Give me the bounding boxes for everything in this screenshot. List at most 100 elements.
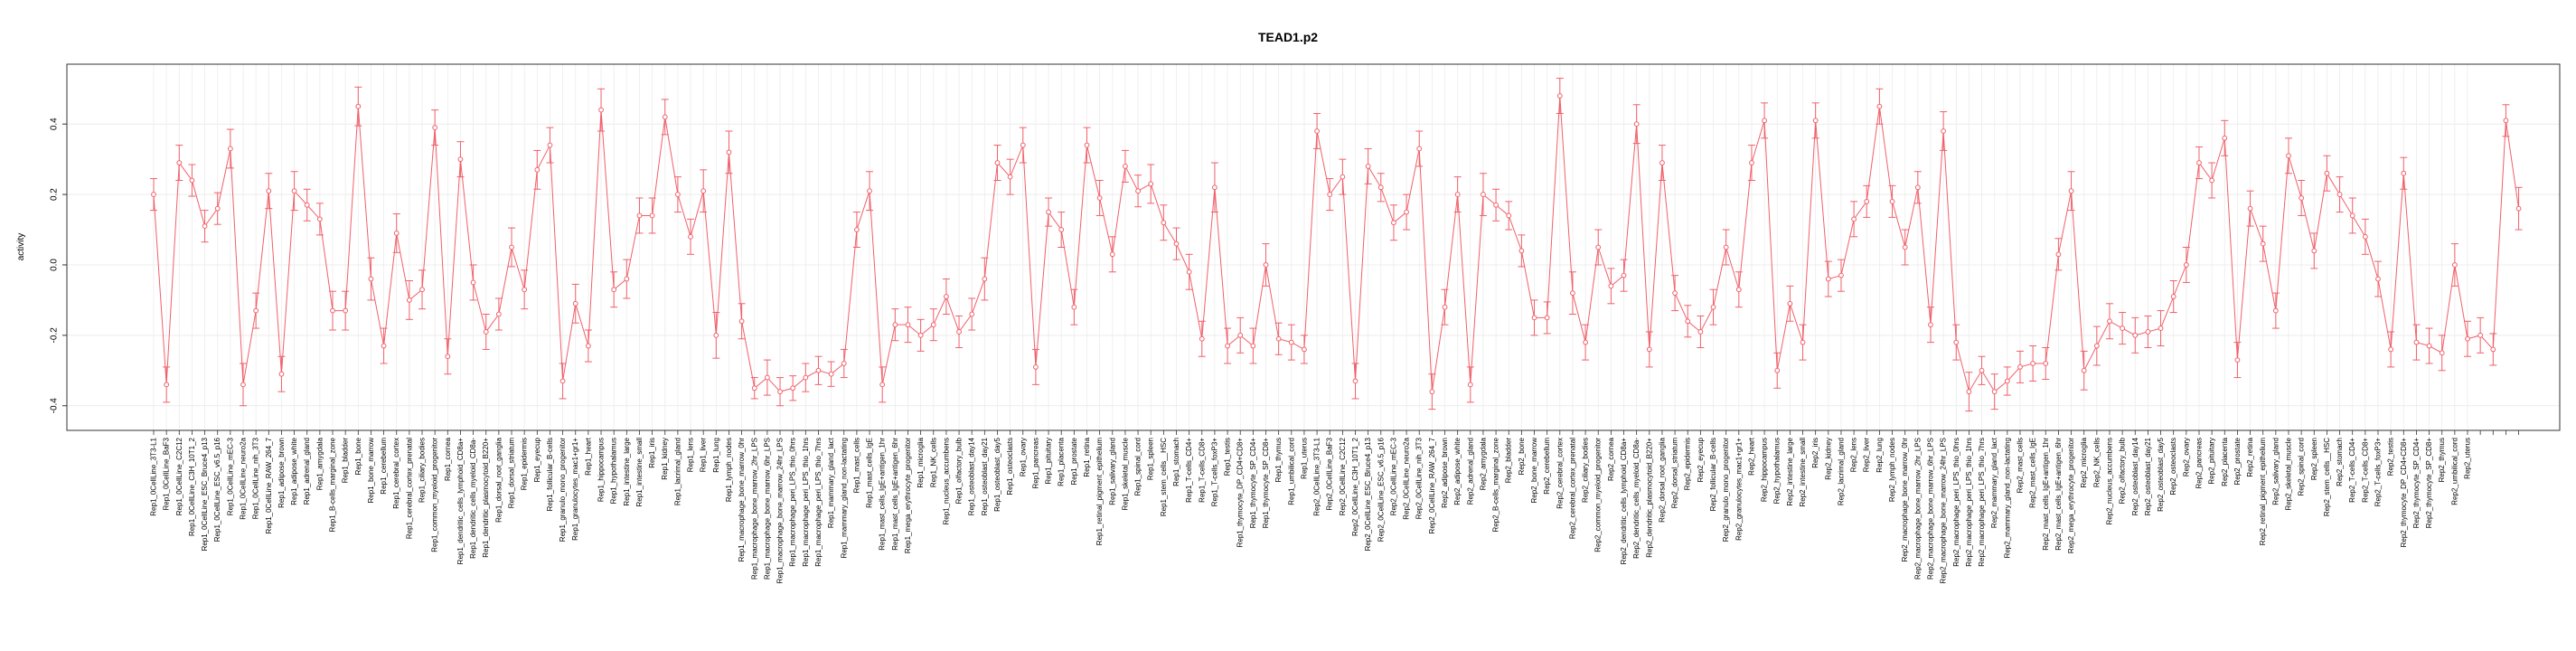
x-tick-label: Rep1_0CellLine_3T3-L1 bbox=[150, 437, 158, 515]
data-point bbox=[1966, 389, 1972, 395]
data-point bbox=[956, 329, 962, 335]
data-point bbox=[1762, 118, 1767, 124]
x-tick-label: Rep1_hippocampus bbox=[597, 438, 606, 502]
data-point bbox=[495, 311, 502, 317]
data-point bbox=[2362, 233, 2368, 240]
data-point bbox=[1825, 276, 1831, 282]
data-point bbox=[2055, 251, 2062, 258]
x-tick-label: Rep2_T-cells_foxP3+ bbox=[2374, 438, 2382, 507]
data-point bbox=[1749, 160, 1754, 165]
x-tick-label: Rep1_uterus bbox=[1300, 438, 1308, 479]
y-tick-label: 0.0 bbox=[50, 259, 60, 271]
data-point bbox=[1340, 174, 1346, 180]
x-tick-label: Rep1_dorsal_striatum bbox=[508, 438, 516, 509]
data-point bbox=[266, 188, 272, 194]
x-tick-label: Rep1_spinal_cord bbox=[1134, 438, 1142, 496]
x-tick-label: Rep2_thymocyte_SP_CD4+ bbox=[2412, 438, 2421, 529]
x-tick-label: Rep1_0CellLine_BaF3 bbox=[163, 437, 171, 510]
data-point bbox=[534, 166, 541, 173]
data-point bbox=[1404, 209, 1409, 215]
x-tick-label: Rep2_stem_cells__HSC bbox=[2323, 438, 2331, 516]
x-tick-label: Rep1_0CellLine_C2C12 bbox=[175, 437, 183, 515]
x-tick-label: Rep1_dendritic_plasmocytoid_B220+ bbox=[482, 438, 490, 558]
x-tick-label: Rep1_bone_marrow bbox=[367, 438, 375, 504]
x-tick-label: Rep2_ovary bbox=[2182, 438, 2190, 476]
data-point bbox=[1084, 142, 1090, 148]
data-point bbox=[1800, 339, 1806, 345]
x-tick-label: Rep1_hypothalamus bbox=[610, 438, 618, 504]
x-tick-label: Rep2_eyecup bbox=[1697, 437, 1705, 482]
x-tick-label: Rep2_0CellLine_3T3-L1 bbox=[1313, 437, 1321, 515]
data-point bbox=[1327, 192, 1333, 197]
x-tick-label: Rep1_macrophage_peri_LPS_thio_0hrs bbox=[789, 438, 797, 567]
x-tick-label: Rep2_olfactory_bulb bbox=[2119, 437, 2127, 504]
data-point bbox=[1148, 181, 1154, 187]
x-tick-label: Rep1_kidney bbox=[661, 438, 669, 480]
x-tick-label: Rep1_adipose_brown bbox=[277, 438, 286, 508]
data-point bbox=[2030, 361, 2036, 366]
axes: -0.4 -0.2 0.0 0.2 0.4 Rep1_0CellLine_3T3-L1 Re… bbox=[50, 118, 2519, 583]
x-tick-label: Rep2_retinal_pigment_epithelium bbox=[2259, 438, 2267, 546]
data-point bbox=[1928, 322, 1933, 328]
x-tick-label: Rep1_stomach bbox=[1172, 438, 1180, 486]
data-point bbox=[291, 188, 297, 194]
data-point bbox=[1058, 227, 1065, 232]
data-point bbox=[1851, 216, 1857, 222]
data-point bbox=[1225, 343, 1230, 349]
data-point bbox=[278, 371, 285, 377]
data-point bbox=[1263, 262, 1269, 268]
x-tick-label: Rep1_thymus bbox=[1274, 438, 1283, 482]
data-point bbox=[1467, 382, 1473, 388]
data-point bbox=[1237, 332, 1244, 338]
data-point bbox=[1096, 195, 1103, 201]
data-point bbox=[1302, 346, 1307, 353]
data-point bbox=[790, 385, 796, 392]
x-tick-label: Rep1_cerebral_cortex bbox=[392, 438, 400, 509]
x-tick-label: Rep2_thymus bbox=[2438, 438, 2446, 482]
x-tick-label: Rep2_microglia bbox=[2080, 437, 2088, 487]
x-tick-label: Rep1_0CellLine_ESC_v6.5_p16 bbox=[213, 437, 221, 542]
x-tick-label: Rep2_iris bbox=[1811, 438, 1819, 468]
x-tick-label: Rep2_lymph_nodes bbox=[1888, 438, 1896, 502]
x-tick-label: Rep1_macrophage_bone_marrow_0hr bbox=[738, 438, 746, 562]
data-point bbox=[381, 343, 387, 349]
x-tick-label: Rep2_placenta bbox=[2221, 437, 2229, 486]
x-tick-label: Rep2_osteoblast_day14 bbox=[2131, 437, 2139, 515]
x-tick-label: Rep2_osteoblast_day21 bbox=[2144, 437, 2152, 515]
x-tick-label: Rep2_ciliary_bodies bbox=[1582, 438, 1590, 503]
x-tick-label: Rep1_macrophage_bone_marrow_24hr_LPS bbox=[776, 438, 785, 583]
data-point bbox=[1570, 290, 1575, 297]
x-tick-label: Rep1_mast_cells_IgE+antigen_1hr bbox=[879, 438, 887, 551]
series-tead1-p2 bbox=[150, 78, 2523, 412]
x-tick-label: Rep1_adipose_white bbox=[290, 437, 298, 505]
x-tick-label: Rep1_cerebellum bbox=[380, 438, 388, 495]
data-point bbox=[1506, 212, 1512, 219]
data-point bbox=[1595, 244, 1602, 250]
data-point bbox=[2272, 307, 2279, 314]
data-point bbox=[1481, 192, 1486, 197]
data-point bbox=[1199, 335, 1205, 342]
data-point bbox=[777, 389, 783, 395]
data-point bbox=[1161, 220, 1167, 226]
x-tick-label: Rep2_dendritic_cells_myeloid_CD8a- bbox=[1632, 438, 1641, 559]
data-point bbox=[2413, 339, 2420, 345]
x-tick-label: Rep1_pancreas bbox=[1031, 438, 1039, 488]
x-tick-label: Rep1_retina bbox=[1083, 437, 1091, 476]
data-point bbox=[2043, 361, 2049, 366]
x-tick-label: Rep1_stem_cells__HSC bbox=[1160, 438, 1168, 516]
data-point bbox=[432, 125, 438, 130]
data-point bbox=[1838, 272, 1844, 278]
x-tick-label: Rep2_lung bbox=[1876, 438, 1884, 473]
data-point bbox=[2068, 188, 2074, 194]
x-tick-label: Rep2_dorsal_root_ganglia bbox=[1658, 437, 1666, 522]
data-point bbox=[2299, 195, 2305, 201]
data-point bbox=[2234, 357, 2241, 363]
data-point bbox=[713, 332, 719, 338]
x-tick-label: Rep2_0CellLine_neuro2a bbox=[1403, 437, 1411, 519]
data-point bbox=[624, 276, 630, 282]
x-tick-label: Rep2_B-cells_marginal_zone bbox=[1492, 437, 1500, 532]
x-tick-label: Rep2_macrophage_peri_LPS_thio_1hrs bbox=[1965, 438, 1973, 567]
data-point bbox=[227, 146, 233, 152]
x-tick-label: Rep2_uterus bbox=[2464, 438, 2472, 479]
data-point bbox=[1007, 174, 1013, 180]
